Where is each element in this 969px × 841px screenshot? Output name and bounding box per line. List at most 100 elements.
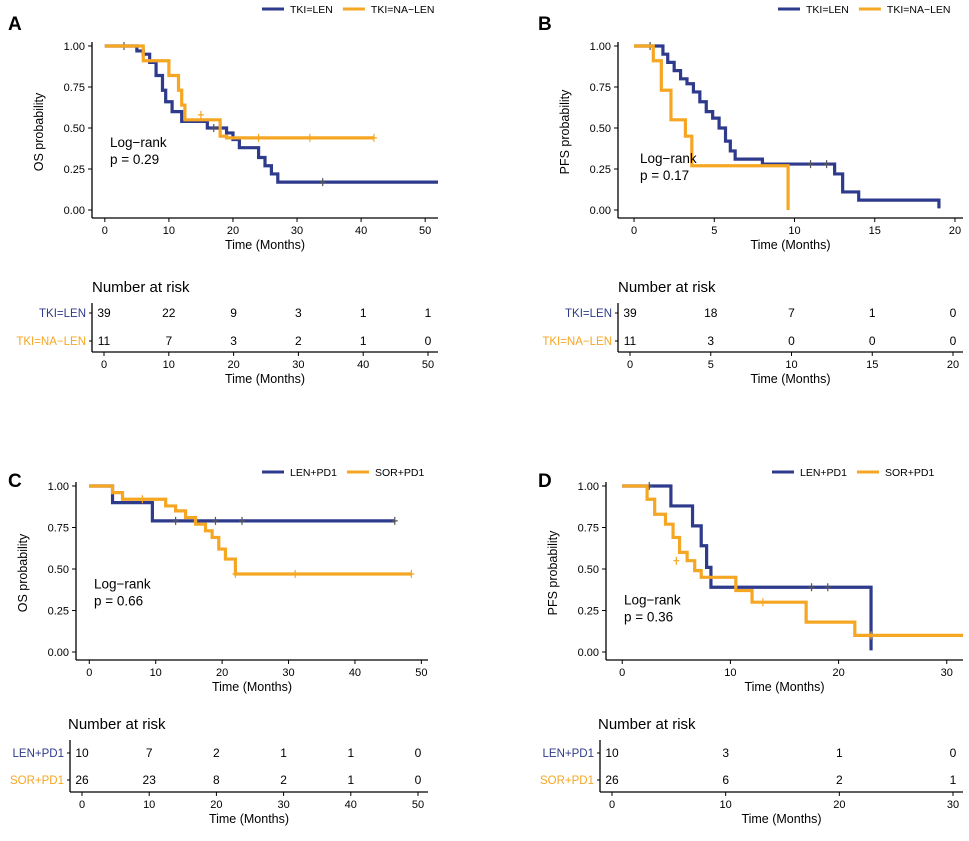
legend: TKI=LEN TKI=NA−LEN [262,4,435,16]
risk-x-tick-label: 0 [627,359,633,371]
y-tick-label: 0.75 [578,523,599,535]
risk-count: 39 [97,306,111,320]
y-tick-label: 0.00 [48,647,69,659]
censor-mark [292,569,299,578]
logrank-label: Log−rank [624,593,681,608]
censor-mark [759,598,766,607]
risk-x-tick-label: 0 [101,359,107,371]
risk-x-axis-title: Time (Months) [225,372,305,386]
censor-mark [673,556,680,565]
censor-mark [172,516,179,525]
legend-label-tki-na-len: TKI=NA−LEN [371,4,435,16]
risk-table-title: Number at risk [68,716,166,733]
risk-x-tick-label: 10 [785,359,797,371]
y-tick-label: 0.25 [590,164,611,176]
km-curve-sor-pd1 [89,484,412,576]
legend: LEN+PD1 SOR+PD1 [262,467,424,479]
y-tick-label: 0.50 [590,123,611,135]
y-tick-label: 1.00 [590,41,611,53]
y-axis-title: PFS probability [546,530,560,616]
risk-x-axis-title: Time (Months) [741,812,821,826]
risk-count: 26 [75,773,89,787]
risk-x-tick-label: 10 [163,359,175,371]
x-tick-label: 20 [949,225,961,237]
x-tick-label: 0 [102,225,108,237]
x-tick-label: 50 [419,225,431,237]
risk-count: 1 [360,334,367,348]
y-tick-label: 1.00 [48,481,69,493]
risk-count: 0 [415,746,422,760]
censor-mark [232,569,239,578]
x-tick-label: 0 [631,225,637,237]
x-tick-label: 30 [282,667,294,679]
x-tick-label: 30 [941,667,953,679]
y-tick-label: 0.50 [48,564,69,576]
risk-count: 2 [280,773,287,787]
risk-count: 0 [425,334,432,348]
logrank-pvalue: p = 0.36 [624,610,673,625]
risk-count: 6 [722,773,729,787]
risk-row-label-tki-len: TKI=LEN [565,308,612,320]
censor-mark [255,133,262,142]
km-curve-tki-na-len [634,44,790,210]
logrank-pvalue: p = 0.29 [110,152,159,167]
risk-count: 0 [788,334,795,348]
risk-count: 3 [722,746,729,760]
risk-count: 7 [165,334,172,348]
censor-mark [868,631,875,640]
risk-table-title: Number at risk [618,279,716,296]
y-tick-label: 0.25 [48,606,69,618]
y-tick-label: 0.00 [64,205,85,217]
risk-x-tick-label: 40 [357,359,369,371]
x-axis-title: Time (Months) [750,238,830,252]
risk-x-tick-label: 30 [292,359,304,371]
risk-count: 11 [98,334,111,348]
legend-label-len-pd1: LEN+PD1 [290,467,337,479]
risk-table-title: Number at risk [92,279,190,296]
risk-count: 22 [162,306,176,320]
risk-x-tick-label: 20 [227,359,239,371]
risk-x-tick-label: 20 [947,359,959,371]
risk-x-tick-label: 10 [720,799,732,811]
risk-count: 1 [836,746,843,760]
risk-count: 1 [869,306,876,320]
y-tick-label: 1.00 [578,481,599,493]
y-tick-label: 0.00 [590,205,611,217]
legend-label-tki-len: TKI=LEN [806,4,849,16]
risk-count: 1 [425,306,432,320]
risk-count: 0 [869,334,876,348]
risk-count: 18 [704,306,718,320]
y-tick-label: 0.75 [48,523,69,535]
censor-mark [306,133,313,142]
panel-b: B TKI=LEN TKI=NA−LEN 0.00 0.25 0.50 0.75 1.00 0 5… [538,4,963,386]
legend-label-sor-pd1: SOR+PD1 [375,467,424,479]
risk-row-label-tki-len: TKI=LEN [39,308,86,320]
x-tick-label: 40 [349,667,361,679]
y-tick-label: 0.75 [590,82,611,94]
y-axis-title: OS probability [16,533,30,612]
censor-mark [824,583,831,592]
km-curve-sor-pd1 [622,484,963,637]
censor-mark [370,133,377,142]
risk-row-label-sor-pd1: SOR+PD1 [10,775,64,787]
x-tick-label: 10 [163,225,175,237]
risk-count: 0 [950,306,957,320]
risk-x-tick-label: 50 [412,799,424,811]
risk-count: 39 [623,306,637,320]
risk-x-tick-label: 20 [210,799,222,811]
risk-count: 7 [788,306,795,320]
risk-count: 26 [605,773,619,787]
censor-mark [210,124,217,132]
risk-row-label-tki-na-len: TKI=NA−LEN [16,336,86,348]
risk-row-label-len-pd1: LEN+PD1 [13,748,64,760]
risk-x-tick-label: 10 [143,799,155,811]
y-tick-label: 0.50 [64,123,85,135]
x-tick-label: 20 [227,225,239,237]
risk-count: 7 [146,746,153,760]
x-tick-label: 15 [869,225,881,237]
x-tick-label: 40 [355,225,367,237]
